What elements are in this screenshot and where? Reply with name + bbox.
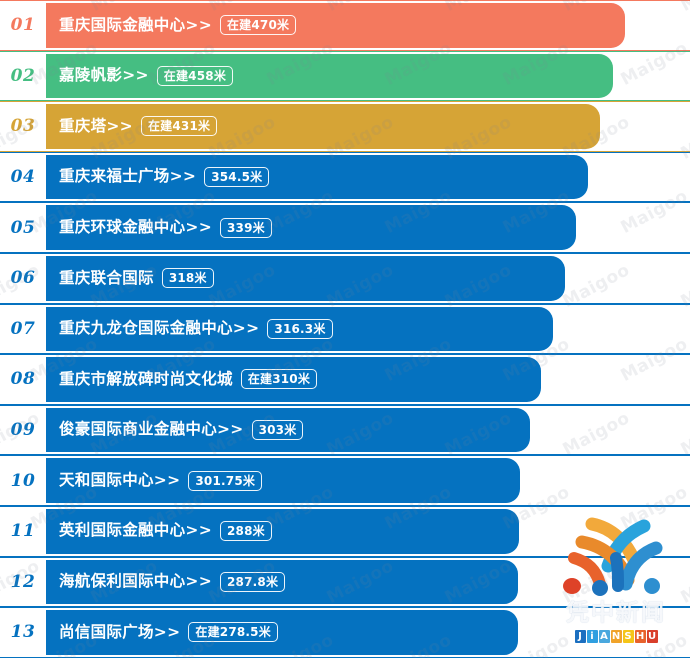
table-row[interactable]: 08 重庆市解放碑时尚文化城 在建310米: [0, 354, 690, 405]
rank-number: 06: [0, 253, 46, 303]
height-badge: 301.75米: [188, 470, 263, 491]
table-row[interactable]: 03 重庆塔>> 在建431米: [0, 101, 690, 152]
rank-number: 07: [0, 304, 46, 354]
height-badge: 在建470米: [219, 15, 297, 36]
table-row[interactable]: 04 重庆来福士广场>> 354.5米: [0, 151, 690, 203]
building-name-label[interactable]: 天和国际中心>>: [59, 470, 181, 489]
table-row[interactable]: 13 尚信国际广场>> 在建278.5米: [0, 607, 690, 658]
building-name-label[interactable]: 俊豪国际商业金融中心>>: [59, 420, 244, 439]
table-row[interactable]: 06 重庆联合国际 318米: [0, 252, 690, 304]
bar-track: 重庆塔>> 在建431米: [46, 102, 690, 151]
rank-number: 10: [0, 456, 46, 505]
value-bar[interactable]: 重庆来福士广场>> 354.5米: [46, 154, 588, 200]
bar-track: 嘉陵帆影>> 在建458米: [46, 52, 690, 101]
bar-track: 重庆联合国际 318米: [46, 254, 690, 303]
building-name-label[interactable]: 重庆联合国际: [59, 268, 154, 287]
table-row[interactable]: 05 重庆环球金融中心>> 339米: [0, 202, 690, 253]
building-name-label[interactable]: 重庆国际金融中心>>: [59, 15, 212, 34]
rank-number: 01: [0, 1, 46, 50]
height-badge: 在建278.5米: [188, 622, 278, 643]
rank-number: 11: [0, 506, 46, 556]
bar-track: 英利国际金融中心>> 288米: [46, 507, 690, 556]
value-bar[interactable]: 嘉陵帆影>> 在建458米: [46, 53, 613, 99]
height-badge: 在建458米: [156, 65, 234, 86]
table-row[interactable]: 10 天和国际中心>> 301.75米: [0, 455, 690, 506]
height-badge: 在建431米: [140, 116, 218, 137]
bar-track: 重庆九龙仓国际金融中心>> 316.3米: [46, 305, 690, 354]
value-bar[interactable]: 天和国际中心>> 301.75米: [46, 458, 520, 503]
value-bar[interactable]: 俊豪国际商业金融中心>> 303米: [46, 407, 530, 453]
height-badge: 354.5米: [204, 167, 270, 188]
building-name-label[interactable]: 重庆九龙仓国际金融中心>>: [59, 319, 260, 338]
rank-number: 03: [0, 102, 46, 151]
height-badge: 303米: [251, 420, 304, 441]
height-badge: 287.8米: [219, 571, 286, 592]
bar-track: 重庆环球金融中心>> 339米: [46, 203, 690, 252]
bar-track: 重庆国际金融中心>> 在建470米: [46, 1, 690, 50]
bar-track: 俊豪国际商业金融中心>> 303米: [46, 406, 690, 455]
building-name-label[interactable]: 重庆环球金融中心>>: [59, 217, 212, 236]
building-name-label[interactable]: 英利国际金融中心>>: [59, 521, 212, 540]
bar-track: 尚信国际广场>> 在建278.5米: [46, 608, 690, 657]
rank-number: 02: [0, 51, 46, 101]
height-badge: 在建310米: [240, 369, 318, 390]
table-row[interactable]: 07 重庆九龙仓国际金融中心>> 316.3米: [0, 303, 690, 355]
value-bar[interactable]: 重庆联合国际 318米: [46, 255, 565, 301]
value-bar[interactable]: 尚信国际广场>> 在建278.5米: [46, 610, 518, 655]
table-row[interactable]: 09 俊豪国际商业金融中心>> 303米: [0, 404, 690, 456]
value-bar[interactable]: 重庆环球金融中心>> 339米: [46, 205, 576, 250]
bar-track: 重庆来福士广场>> 354.5米: [46, 153, 690, 202]
table-row[interactable]: 11 英利国际金融中心>> 288米: [0, 505, 690, 557]
table-row[interactable]: 01 重庆国际金融中心>> 在建470米: [0, 0, 690, 51]
bar-track: 天和国际中心>> 301.75米: [46, 456, 690, 505]
building-name-label[interactable]: 重庆市解放碑时尚文化城: [59, 369, 233, 388]
building-name-label[interactable]: 海航保利国际中心>>: [59, 572, 212, 591]
building-name-label[interactable]: 重庆来福士广场>>: [59, 167, 197, 186]
height-badge: 288米: [219, 521, 272, 542]
height-badge: 339米: [219, 217, 272, 238]
table-row[interactable]: 02 嘉陵帆影>> 在建458米: [0, 50, 690, 102]
rank-number: 08: [0, 355, 46, 404]
building-name-label[interactable]: 嘉陵帆影>>: [59, 66, 149, 85]
value-bar[interactable]: 重庆市解放碑时尚文化城 在建310米: [46, 357, 541, 402]
rank-number: 04: [0, 152, 46, 202]
rank-number: 09: [0, 405, 46, 455]
value-bar[interactable]: 英利国际金融中心>> 288米: [46, 508, 519, 554]
value-bar[interactable]: 重庆塔>> 在建431米: [46, 104, 600, 149]
rank-number: 05: [0, 203, 46, 252]
rank-number: 12: [0, 557, 46, 607]
height-badge: 318米: [161, 268, 214, 289]
rank-number: 13: [0, 608, 46, 657]
value-bar[interactable]: 重庆九龙仓国际金融中心>> 316.3米: [46, 306, 553, 352]
building-name-label[interactable]: 尚信国际广场>>: [59, 622, 181, 641]
value-bar[interactable]: 海航保利国际中心>> 287.8米: [46, 559, 518, 605]
building-name-label[interactable]: 重庆塔>>: [59, 116, 133, 135]
table-row[interactable]: 12 海航保利国际中心>> 287.8米: [0, 556, 690, 608]
value-bar[interactable]: 重庆国际金融中心>> 在建470米: [46, 3, 625, 48]
height-badge: 316.3米: [267, 318, 333, 339]
bar-track: 海航保利国际中心>> 287.8米: [46, 558, 690, 607]
bar-track: 重庆市解放碑时尚文化城 在建310米: [46, 355, 690, 404]
